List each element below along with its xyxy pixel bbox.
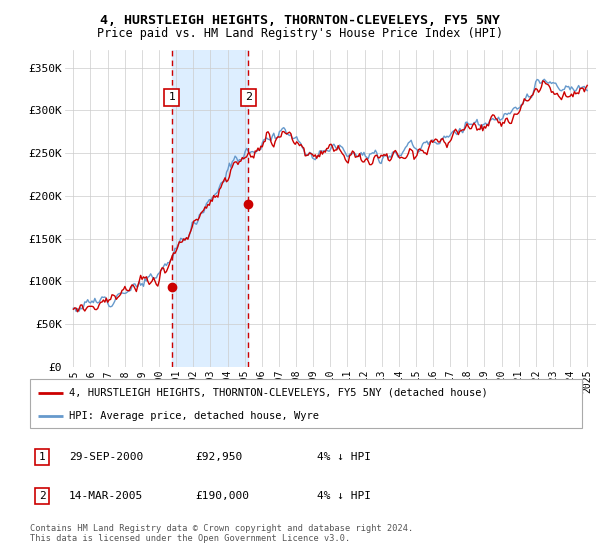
Text: Price paid vs. HM Land Registry's House Price Index (HPI): Price paid vs. HM Land Registry's House … bbox=[97, 27, 503, 40]
Text: £190,000: £190,000 bbox=[196, 491, 250, 501]
Text: 2: 2 bbox=[245, 92, 252, 102]
Bar bbox=[172, 50, 248, 367]
Text: 4% ↓ HPI: 4% ↓ HPI bbox=[317, 452, 371, 462]
Text: £92,950: £92,950 bbox=[196, 452, 243, 462]
FancyBboxPatch shape bbox=[30, 379, 582, 428]
Text: 29-SEP-2000: 29-SEP-2000 bbox=[68, 452, 143, 462]
Text: 1: 1 bbox=[39, 452, 46, 462]
Text: 2: 2 bbox=[39, 491, 46, 501]
Text: 4% ↓ HPI: 4% ↓ HPI bbox=[317, 491, 371, 501]
Text: HPI: Average price, detached house, Wyre: HPI: Average price, detached house, Wyre bbox=[68, 410, 319, 421]
Text: 14-MAR-2005: 14-MAR-2005 bbox=[68, 491, 143, 501]
Text: 4, HURSTLEIGH HEIGHTS, THORNTON-CLEVELEYS, FY5 5NY (detached house): 4, HURSTLEIGH HEIGHTS, THORNTON-CLEVELEY… bbox=[68, 388, 487, 398]
Text: 1: 1 bbox=[169, 92, 175, 102]
Text: Contains HM Land Registry data © Crown copyright and database right 2024.
This d: Contains HM Land Registry data © Crown c… bbox=[30, 524, 413, 543]
Text: 4, HURSTLEIGH HEIGHTS, THORNTON-CLEVELEYS, FY5 5NY: 4, HURSTLEIGH HEIGHTS, THORNTON-CLEVELEY… bbox=[100, 14, 500, 27]
